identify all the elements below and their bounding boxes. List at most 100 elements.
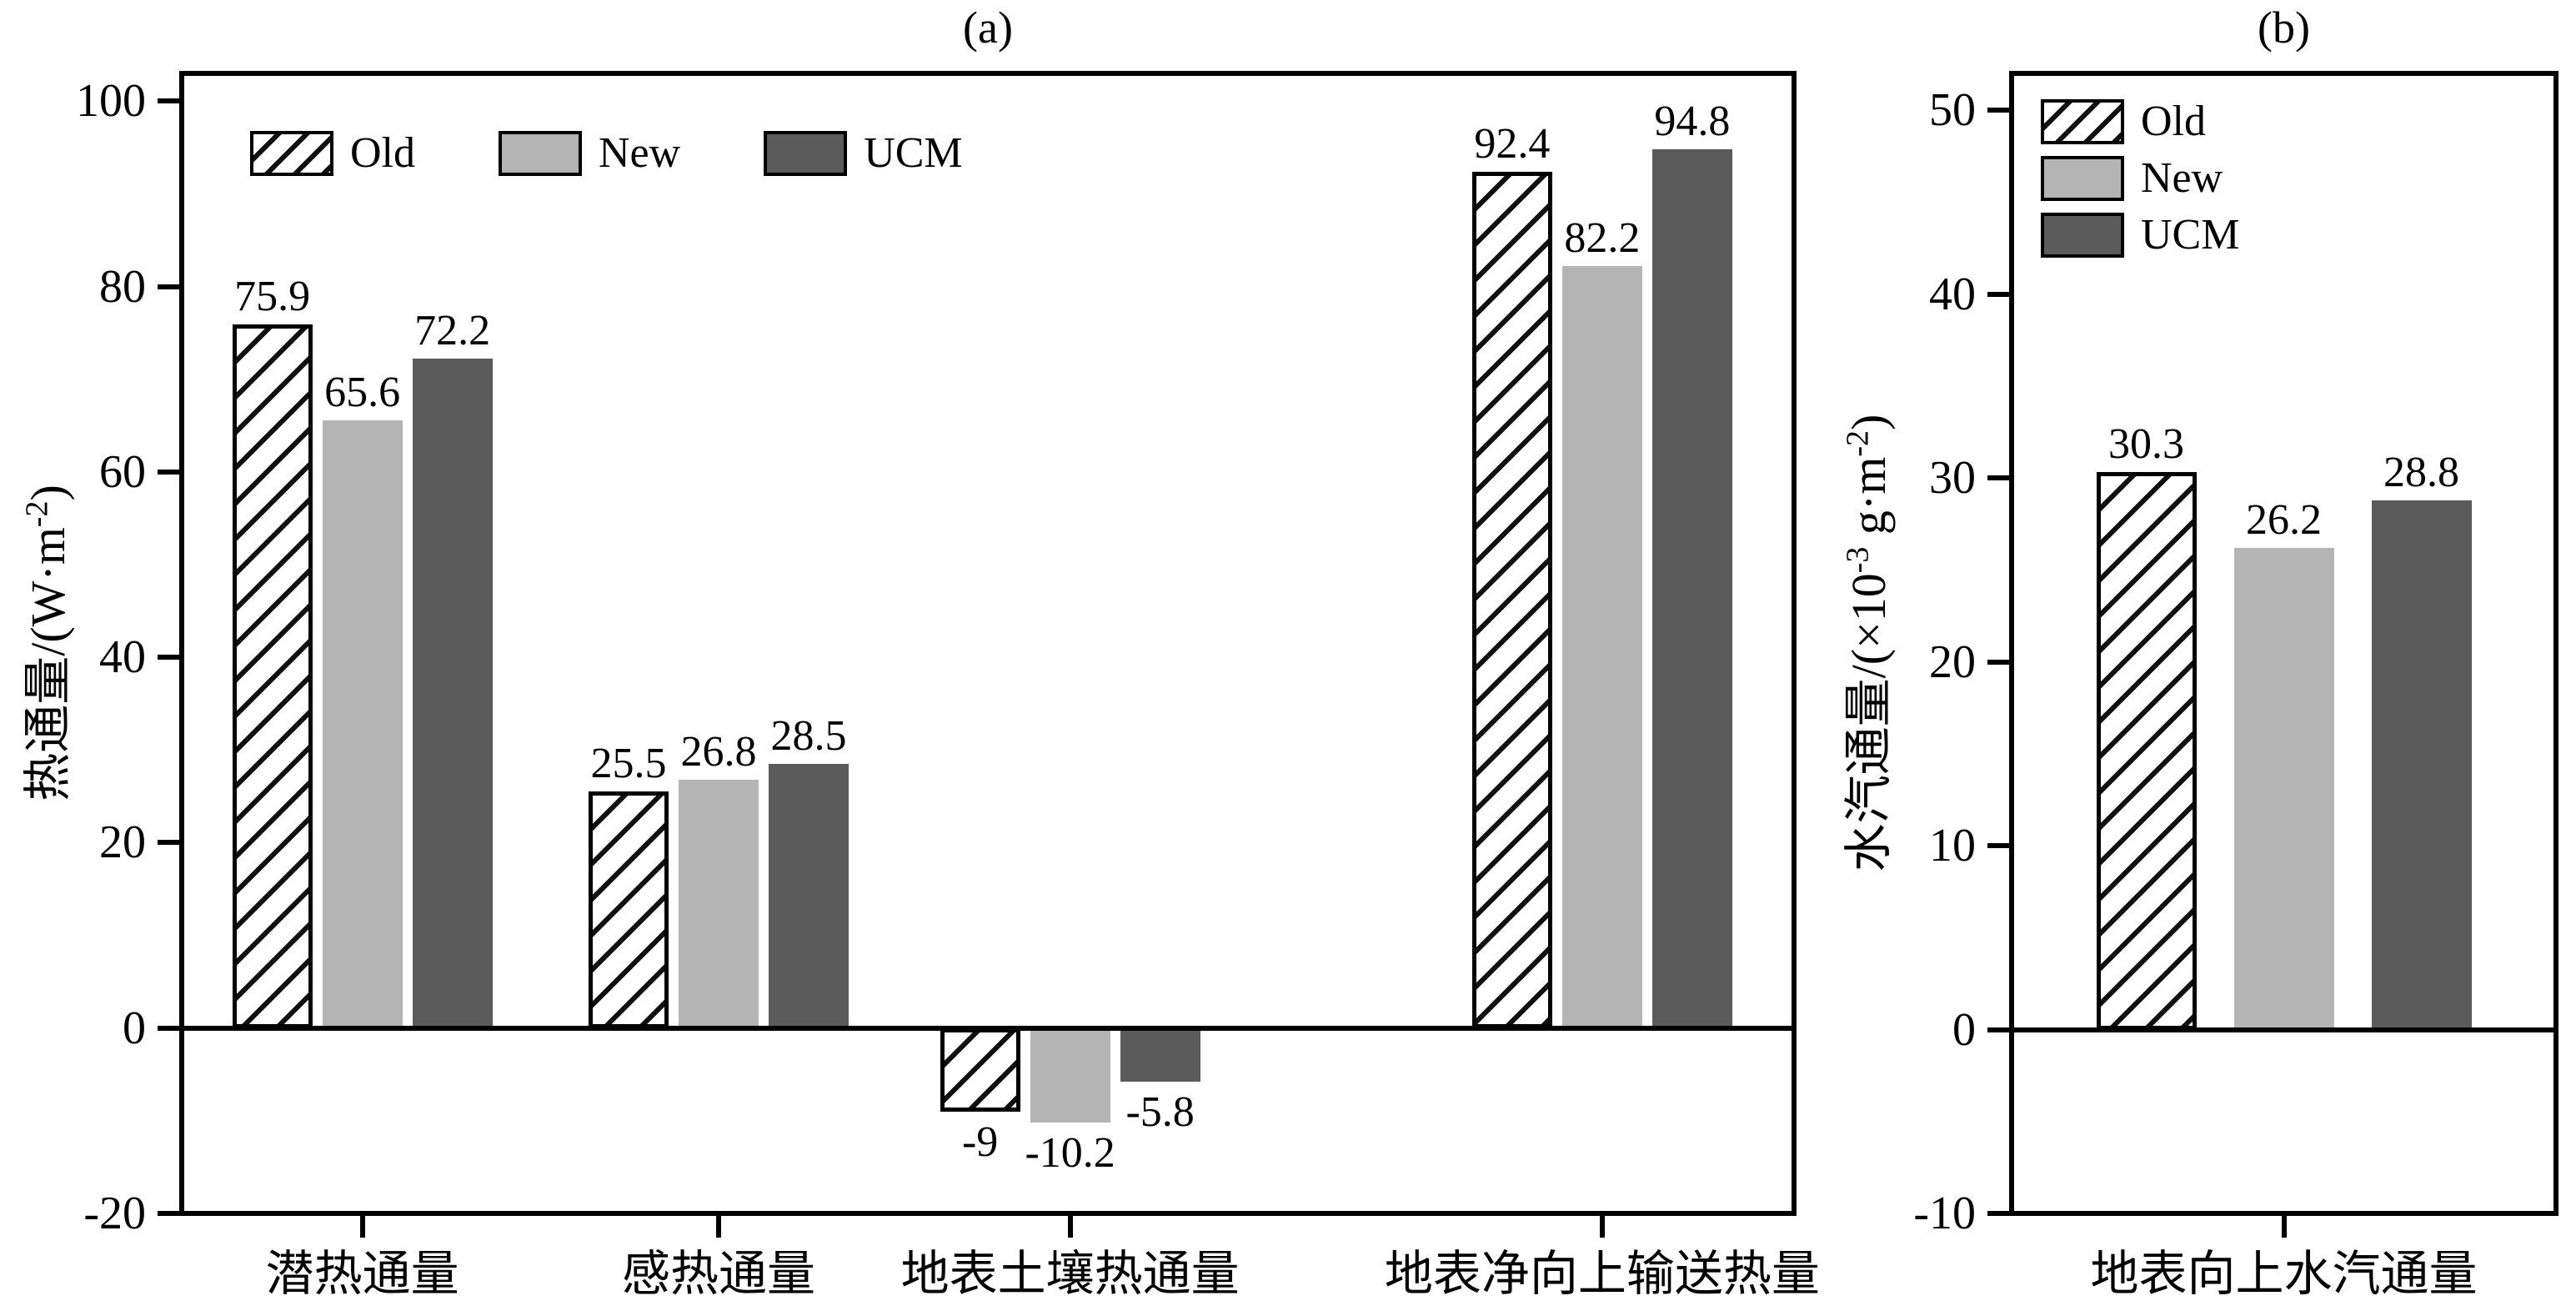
y-axis-title-superscript: -3 <box>1840 546 1876 574</box>
legend-label-old: Old <box>350 129 415 177</box>
legend-label-new: New <box>2141 154 2223 202</box>
panel-a-category-label-2: 地表土壤热通量 <box>900 1247 1240 1301</box>
panel-b-value-label-ucm-0: 28.8 <box>2383 448 2459 496</box>
panel-a-y-tick-60 <box>158 469 179 475</box>
panel-b-title: (b) <box>2258 3 2310 53</box>
panel-a-value-label-ucm-0: 72.2 <box>414 307 491 355</box>
panel-a-y-tick-label-0: 0 <box>123 1002 146 1054</box>
panel-b-y-tick--10 <box>1987 1211 2009 1216</box>
panel-a-bar-old-2 <box>940 1027 1020 1112</box>
panel-a-bar-new-2 <box>1030 1027 1110 1123</box>
panel-b-bar-old-0 <box>2096 472 2197 1030</box>
panel-a-bar-new-0 <box>322 419 403 1028</box>
panel-a-y-axis-title: 热通量/(W·m-2) <box>19 485 75 801</box>
panel-a-y-tick-label-60: 60 <box>99 445 146 498</box>
legend-swatch-ucm <box>2041 213 2124 258</box>
panel-a-y-tick-100 <box>158 98 179 104</box>
panel-b-y-tick-10 <box>1987 843 2009 849</box>
y-axis-title-text: ) <box>1842 414 1896 430</box>
panel-a-value-label-new-2: -10.2 <box>1025 1129 1115 1178</box>
panel-a-bar-old-0 <box>232 324 313 1028</box>
legend-swatch-new <box>2041 156 2124 201</box>
y-axis-title-text: ) <box>21 485 75 501</box>
panel-a-bar-new-1 <box>679 779 759 1028</box>
panel-a-value-label-new-3: 82.2 <box>1564 214 1641 263</box>
legend-swatch-new <box>499 131 582 176</box>
panel-b-bar-new-0 <box>2233 547 2334 1030</box>
panel-a-category-label-0: 潜热通量 <box>265 1247 459 1301</box>
panel-a-y-tick-label-80: 80 <box>99 260 146 313</box>
panel-a-value-label-new-0: 65.6 <box>324 368 401 416</box>
panel-a-x-tick-0 <box>359 1216 365 1238</box>
panel-a-y-tick-20 <box>158 840 179 846</box>
legend-item-new: New <box>2041 155 2223 202</box>
legend-item-ucm: UCM <box>764 129 963 177</box>
legend-label-ucm: UCM <box>2141 211 2240 259</box>
y-axis-title-superscript: -2 <box>1840 429 1876 457</box>
panel-b-legend: Old New UCM <box>2041 98 2239 259</box>
panel-a-y-tick-label-20: 20 <box>99 816 146 869</box>
panel-b-y-tick-label-10: 10 <box>1929 820 1976 872</box>
panel-a-y-tick-0 <box>158 1025 179 1031</box>
legend-item-ucm: UCM <box>2041 212 2239 259</box>
panel-a-value-label-new-1: 26.8 <box>680 727 757 776</box>
panel-b-value-label-old-0: 30.3 <box>2108 420 2184 469</box>
legend-swatch-old <box>250 131 333 176</box>
panel-b-y-tick-30 <box>1987 475 2009 481</box>
panel-a-x-tick-3 <box>1599 1216 1605 1238</box>
panel-a-y-tick--20 <box>158 1211 179 1216</box>
panel-b-x-tick-0 <box>2281 1216 2287 1238</box>
panel-b-y-tick-20 <box>1987 659 2009 665</box>
y-axis-title-superscript: -2 <box>19 500 55 528</box>
panel-a-y-tick-40 <box>158 655 179 661</box>
y-axis-title-text: 水汽通量/(×10 <box>1842 573 1896 872</box>
panel-a-bar-ucm-1 <box>769 763 849 1028</box>
panel-b-frame <box>2009 71 2558 1216</box>
panel-a-bar-ucm-3 <box>1651 149 1732 1028</box>
panel-a-value-label-old-2: -9 <box>961 1118 999 1166</box>
panel-a-y-tick-label--20: -20 <box>83 1188 146 1239</box>
legend-swatch-ucm <box>764 131 848 176</box>
panel-b-y-tick-label-30: 30 <box>1929 452 1976 505</box>
panel-a-frame <box>179 71 1797 1216</box>
panel-a-value-label-old-0: 75.9 <box>234 273 311 321</box>
panel-b-y-axis-title: 水汽通量/(×10-3 g·m-2) <box>1840 414 1896 872</box>
y-axis-title-text: 热通量/(W·m <box>21 527 75 801</box>
panel-b-category-label-0: 地表向上水汽通量 <box>2090 1247 2478 1301</box>
panel-a-value-label-ucm-1: 28.5 <box>770 711 847 760</box>
panel-a-category-label-1: 感热通量 <box>622 1247 816 1301</box>
panel-a-bar-ucm-2 <box>1120 1027 1200 1082</box>
panel-a-y-tick-label-100: 100 <box>76 75 146 128</box>
panel-a-value-label-ucm-2: -5.8 <box>1125 1088 1195 1137</box>
panel-a-value-label-old-3: 92.4 <box>1474 119 1551 168</box>
panel-a-bar-old-3 <box>1471 171 1552 1028</box>
panel-a-bar-old-1 <box>589 791 669 1028</box>
panel-a-x-tick-2 <box>1067 1216 1073 1238</box>
panel-a-bar-new-3 <box>1561 266 1642 1028</box>
panel-b-y-tick-label-40: 40 <box>1929 268 1976 320</box>
legend-item-new: New <box>499 130 680 177</box>
panel-b-y-tick-label-0: 0 <box>1952 1003 1976 1056</box>
panel-a-bar-ucm-0 <box>412 359 493 1028</box>
panel-b-bar-ucm-0 <box>2371 500 2472 1030</box>
panel-a-x-tick-1 <box>716 1216 722 1238</box>
legend-label-old: Old <box>2141 98 2206 145</box>
panel-a-legend: Old New UCM <box>250 130 963 177</box>
panel-b-y-tick-label-50: 50 <box>1929 84 1976 137</box>
legend-label-ucm: UCM <box>864 129 963 177</box>
panel-b-y-tick-label--10: -10 <box>1913 1188 1976 1239</box>
panel-b-y-tick-0 <box>1987 1027 2009 1032</box>
panel-a-value-label-ucm-3: 94.8 <box>1654 98 1731 146</box>
panel-b-zero-line <box>2012 1027 2556 1032</box>
panel-a-y-tick-label-40: 40 <box>99 631 146 684</box>
legend-item-old: Old <box>250 130 415 177</box>
panel-b-y-tick-40 <box>1987 291 2009 297</box>
panel-a-zero-line <box>182 1025 1794 1031</box>
panel-a-value-label-old-1: 25.5 <box>590 740 667 788</box>
y-axis-title-text: g·m <box>1842 456 1896 547</box>
panel-a-y-tick-80 <box>158 284 179 289</box>
panel-b-value-label-new-0: 26.2 <box>2246 495 2322 544</box>
panel-a-title: (a) <box>963 3 1013 53</box>
legend-swatch-old <box>2041 99 2124 144</box>
